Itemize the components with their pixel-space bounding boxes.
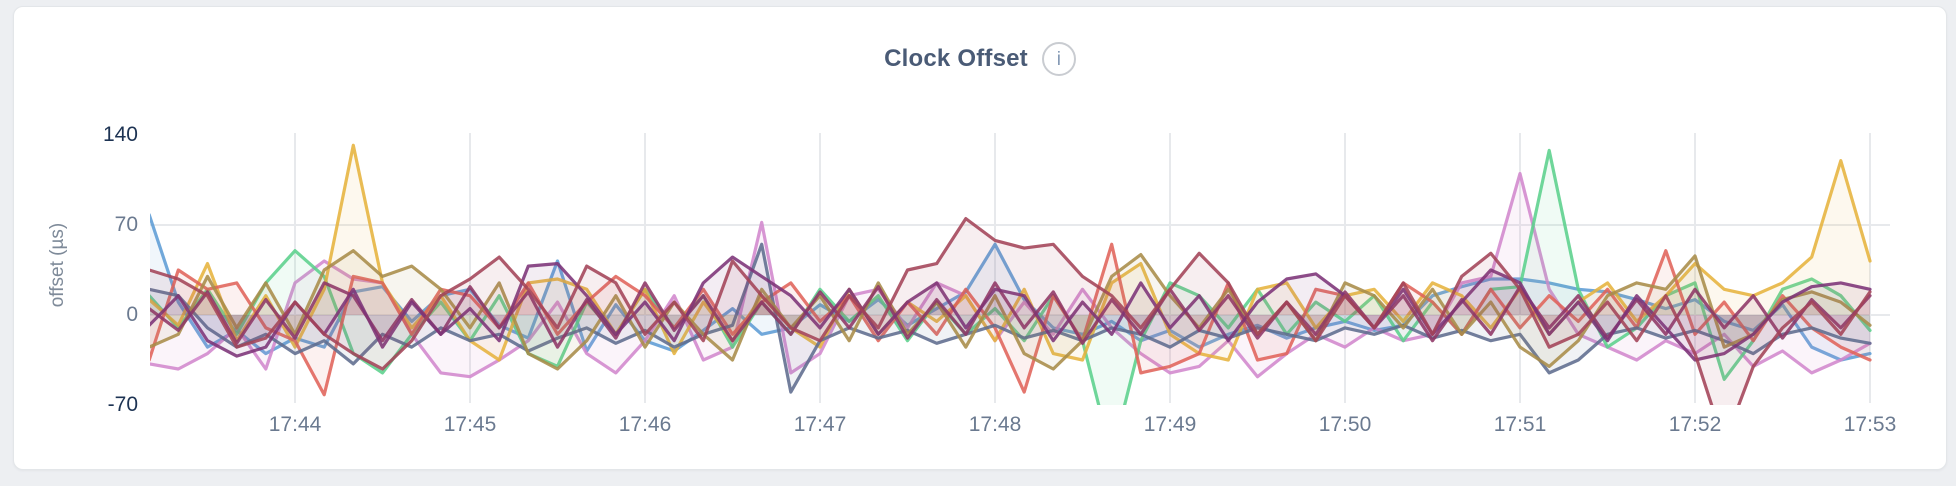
series-red	[150, 242, 1872, 397]
y-tick-label: 140	[102, 123, 138, 146]
x-tick-label: 17:49	[1143, 413, 1197, 436]
x-tick-label: 17:46	[618, 413, 672, 436]
x-tick-label: 17:44	[268, 413, 322, 436]
x-tick-label: 17:50	[1318, 413, 1372, 436]
info-icon[interactable]: i	[1041, 42, 1076, 76]
y-tick-label: -70	[107, 393, 138, 416]
info-icon-glyph: i	[1056, 48, 1061, 70]
chart-title: Clock Offset	[884, 45, 1028, 72]
y-tick-label: 0	[126, 303, 138, 326]
x-tick-label: 17:52	[1668, 413, 1722, 436]
x-tick-label: 17:47	[793, 413, 847, 436]
series-olive	[150, 249, 1872, 371]
x-tick-label: 17:45	[443, 413, 497, 436]
x-tick-label: 17:48	[968, 413, 1022, 436]
y-tick-label: 70	[114, 213, 138, 236]
clock-offset-plot	[150, 133, 1890, 405]
x-tick-label: 17:53	[1843, 413, 1897, 436]
chart-header: Clock Offset i	[14, 37, 1946, 81]
x-tick-label: 17:51	[1493, 413, 1547, 436]
series-maroon	[150, 217, 1872, 405]
series-purple	[150, 255, 1872, 362]
